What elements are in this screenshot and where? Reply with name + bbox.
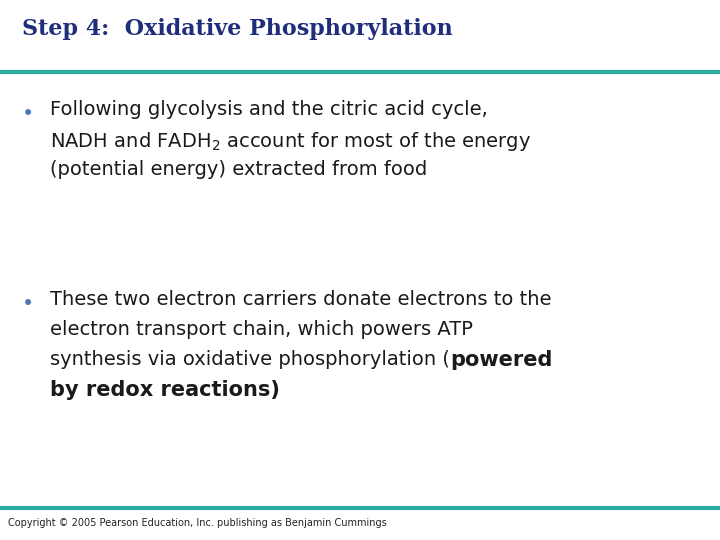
Text: (potential energy) extracted from food: (potential energy) extracted from food [50,160,427,179]
Text: electron transport chain, which powers ATP: electron transport chain, which powers A… [50,320,473,339]
Text: synthesis via oxidative phosphorylation (: synthesis via oxidative phosphorylation … [50,350,450,369]
Text: Copyright © 2005 Pearson Education, Inc. publishing as Benjamin Cummings: Copyright © 2005 Pearson Education, Inc.… [8,518,387,528]
Text: •: • [22,294,35,314]
Text: Following glycolysis and the citric acid cycle,: Following glycolysis and the citric acid… [50,100,487,119]
Text: •: • [22,104,35,124]
Text: powered: powered [450,350,552,370]
Text: NADH and FADH$_2$ account for most of the energy: NADH and FADH$_2$ account for most of th… [50,130,531,153]
Text: These two electron carriers donate electrons to the: These two electron carriers donate elect… [50,290,552,309]
Text: Step 4:  Oxidative Phosphorylation: Step 4: Oxidative Phosphorylation [22,18,453,40]
Text: by redox reactions): by redox reactions) [50,380,280,400]
